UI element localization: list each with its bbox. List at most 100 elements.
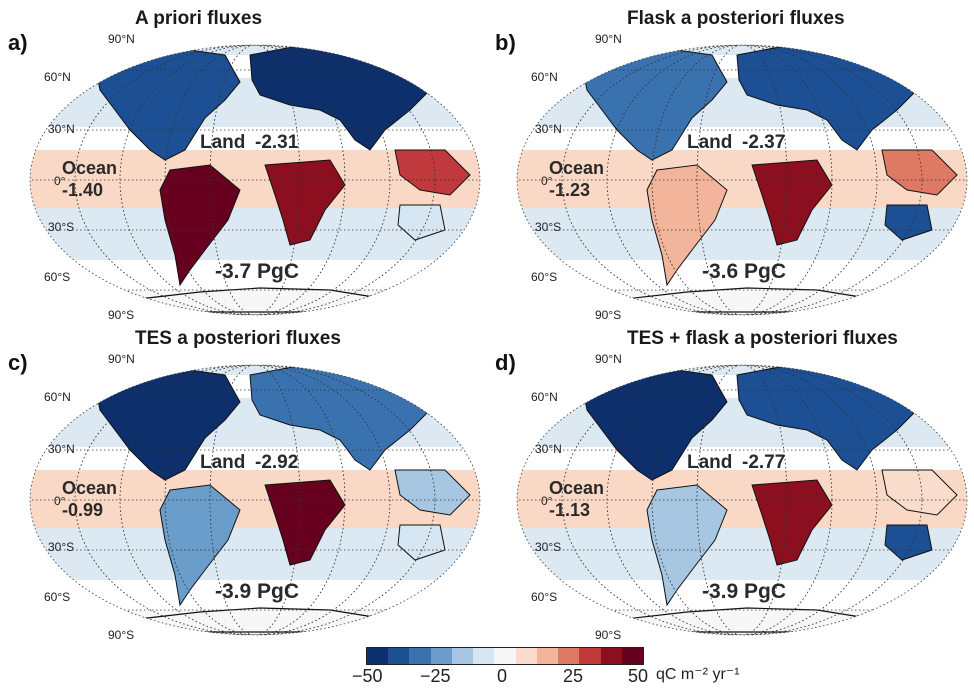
latitude-label: 90°S	[595, 628, 622, 642]
latitude-label: 90°N	[108, 32, 135, 46]
antarctica-outline	[616, 287, 868, 313]
panel-letter: c)	[8, 350, 28, 375]
ocean-value: -1.13	[549, 500, 591, 520]
graticule-meridian	[74, 45, 436, 315]
ocean-label: Ocean	[62, 478, 118, 498]
colorbar-units: qC m⁻² yr⁻¹	[656, 666, 740, 683]
latitude-label: 0°	[54, 494, 66, 508]
land-region-namer	[94, 367, 241, 481]
ocean-band	[30, 553, 480, 580]
latitude-label: 30°S	[48, 540, 75, 554]
map-panel-b: b) Flask a posteriori fluxes Land -2.37 Ocea…	[487, 0, 974, 322]
robinson-map	[516, 44, 968, 316]
latitude-label: 60°S	[531, 270, 558, 284]
map-panel-d: d) TES + flask a posteriori fluxes Land -2.…	[487, 320, 974, 642]
latitude-label: 60°N	[44, 70, 71, 84]
panel-title: Flask a posteriori fluxes	[627, 8, 845, 29]
robinson-map	[516, 364, 968, 636]
latitude-label: 90°S	[595, 308, 622, 322]
land-label: Land	[687, 452, 733, 473]
graticule-meridian	[561, 45, 923, 315]
antarctica-outline	[129, 607, 381, 633]
land-region-samer	[159, 164, 241, 287]
colorbar-tick: −25	[420, 666, 451, 686]
total-flux: -3.9 PgC	[215, 580, 300, 603]
graticule-meridian	[696, 45, 788, 315]
colorbar	[366, 647, 644, 665]
land-region-africa	[264, 159, 346, 246]
land-value: -2.77	[742, 452, 786, 473]
land-region-austr	[884, 204, 933, 241]
latitude-label: 30°S	[48, 220, 75, 234]
ocean-label: Ocean	[549, 158, 605, 178]
land-region-samer	[646, 484, 728, 607]
colorbar-swatch	[473, 648, 495, 664]
graticule-meridian	[651, 365, 833, 635]
latitude-label: 90°N	[595, 32, 622, 46]
land-region-africa	[751, 159, 833, 246]
latitude-label: 90°S	[108, 308, 135, 322]
colorbar-swatch	[388, 648, 410, 664]
land-region-namer	[581, 367, 728, 481]
colorbar-swatch	[600, 648, 622, 664]
globe-outline	[516, 44, 968, 316]
land-region-seasia	[881, 469, 958, 516]
map-panel-c: c) TES a posteriori fluxes Land -2.92 Ocean -…	[0, 320, 487, 642]
graticule-meridian	[651, 45, 833, 315]
antarctica-outline	[616, 607, 868, 633]
latitude-label: 30°N	[48, 442, 75, 456]
total-flux: -3.9 PgC	[702, 580, 787, 603]
latitude-label: 0°	[541, 174, 553, 188]
land-region-namer	[94, 47, 241, 161]
graticule-meridian	[696, 365, 788, 635]
ocean-band	[30, 233, 480, 260]
land-region-austr	[397, 524, 446, 561]
robinson-map	[29, 44, 481, 316]
colorbar-swatch	[430, 648, 452, 664]
ocean-band	[517, 55, 967, 78]
latitude-label: 30°S	[535, 220, 562, 234]
robinson-map	[29, 364, 481, 636]
land-region-africa	[751, 479, 833, 566]
colorbar-tick: 25	[563, 666, 584, 686]
colorbar-tick: −50	[352, 666, 383, 686]
ocean-band	[30, 365, 480, 375]
colorbar-swatch	[515, 648, 537, 664]
land-label: Land	[200, 452, 246, 473]
panel-title: TES + flask a posteriori fluxes	[627, 328, 898, 349]
panel-letter: b)	[495, 30, 516, 55]
ocean-band	[517, 45, 967, 55]
latitude-label: 60°S	[44, 590, 71, 604]
latitude-label: 90°N	[108, 352, 135, 366]
latitude-label: 60°S	[44, 270, 71, 284]
graticule-meridian	[164, 45, 346, 315]
latitude-label: 90°S	[108, 628, 135, 642]
latitude-label: 60°N	[531, 390, 558, 404]
panel-title: A priori fluxes	[135, 8, 263, 29]
map-panel-a: a) A priori fluxes Land -2.31 Ocean -1.40 -3.7…	[0, 0, 487, 322]
latitude-label: 60°N	[531, 70, 558, 84]
latitude-label: 30°N	[535, 442, 562, 456]
colorbar-tick: 50	[628, 666, 649, 686]
graticule-meridian	[209, 45, 301, 315]
ocean-band	[517, 553, 967, 580]
land-value: -2.31	[255, 132, 299, 153]
antarctica-outline	[129, 287, 381, 313]
land-label: Land	[200, 132, 246, 153]
colorbar-swatch	[558, 648, 580, 664]
graticule-meridian	[119, 45, 391, 315]
total-flux: -3.6 PgC	[702, 260, 787, 283]
ocean-label: Ocean	[62, 158, 118, 178]
ocean-band	[30, 290, 480, 315]
ocean-band	[30, 55, 480, 78]
ocean-value: -1.40	[62, 180, 104, 200]
panel-letter: a)	[8, 30, 28, 55]
land-region-austr	[884, 524, 933, 561]
land-region-seasia	[394, 469, 471, 516]
latitude-label: 60°S	[531, 590, 558, 604]
land-value: -2.37	[742, 132, 786, 153]
ocean-band	[30, 45, 480, 55]
graticule-meridian	[164, 365, 346, 635]
latitude-label: 90°N	[595, 352, 622, 366]
graticule-meridian	[209, 365, 301, 635]
